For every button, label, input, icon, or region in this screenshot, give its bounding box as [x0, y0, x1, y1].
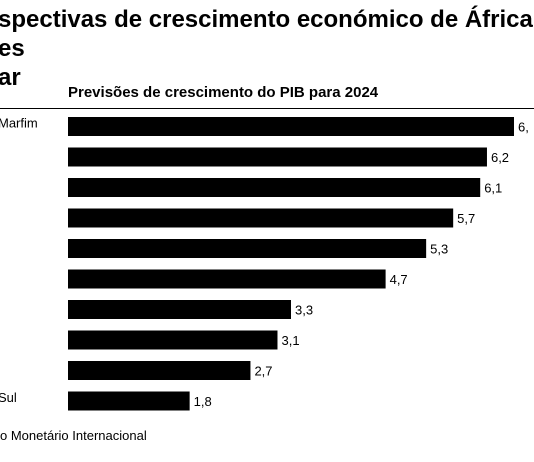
bar-7 [68, 330, 278, 350]
bar-9 [68, 391, 190, 411]
value-label-1: 6,2 [491, 150, 509, 165]
value-label-5: 4,7 [390, 272, 408, 287]
value-label-2: 6,1 [484, 181, 502, 196]
bar-6 [68, 300, 291, 319]
value-label-6: 3,3 [295, 303, 313, 318]
bar-4 [68, 239, 427, 258]
value-label-4: 5,3 [430, 242, 448, 257]
value-label-3: 5,7 [457, 211, 475, 226]
bar-0 [68, 117, 514, 136]
bar-2 [68, 178, 481, 197]
category-label-0: Marfim [0, 116, 38, 131]
chart-title-line-1: spectivas de crescimento económico de Áf… [0, 6, 533, 62]
bar-3 [68, 208, 454, 228]
bar-chart: 6, Marfim 6,2 6,1 5,7 5,3 4,7 3,3 3,1 2,7 1,8 Sul [0, 116, 529, 411]
source-note: o Monetário Internacional [0, 428, 147, 443]
chart-title: spectivas de crescimento económico de Áf… [0, 5, 534, 92]
value-label-9: 1,8 [194, 394, 212, 409]
bar-8 [68, 361, 251, 380]
category-label-9: Sul [0, 390, 17, 405]
chart-subtitle: Previsões de crescimento do PIB para 202… [68, 84, 379, 101]
bar-1 [68, 147, 487, 167]
value-label-8: 2,7 [254, 364, 272, 379]
value-label-0: 6, [518, 120, 529, 135]
value-label-7: 3,1 [281, 333, 299, 348]
bar-5 [68, 269, 386, 289]
chart-title-line-2: ar [0, 64, 21, 91]
header-divider [0, 108, 534, 109]
